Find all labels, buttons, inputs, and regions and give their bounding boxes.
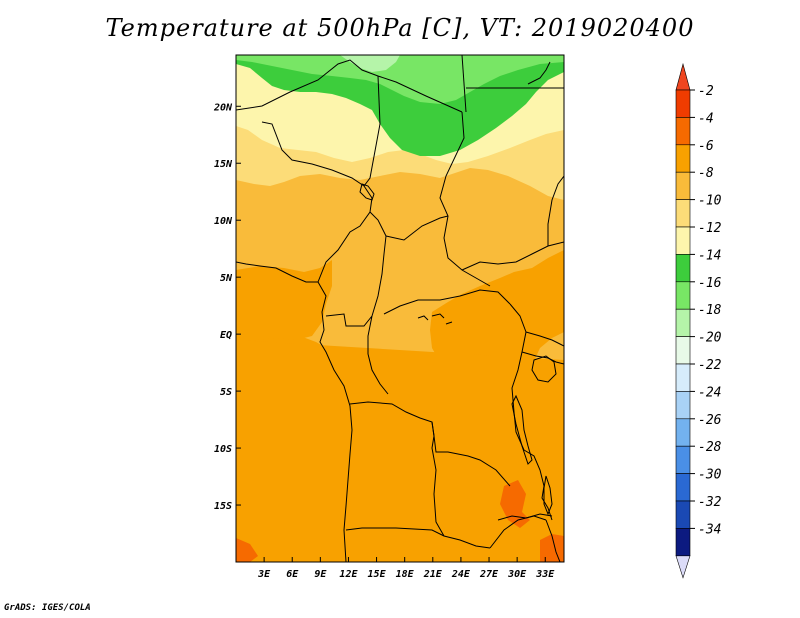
colorbar-swatch — [675, 445, 691, 474]
congo-river-islands — [417, 313, 453, 325]
border-uganda-kenya — [525, 331, 564, 347]
country-borders — [236, 55, 564, 562]
colorbar-label: -4 — [698, 111, 714, 126]
y-tick-label: 15N — [214, 159, 233, 170]
y-tick-label: 10N — [214, 216, 233, 227]
border-cameroon-car — [369, 211, 387, 317]
x-tick-label: 33E — [535, 569, 555, 580]
border-mozambique — [545, 519, 561, 562]
field-band-minus4-minus6-west — [236, 260, 332, 342]
x-tick-label: 30E — [507, 569, 527, 580]
x-tick-label: 15E — [368, 569, 387, 580]
border-congo-gabon — [325, 313, 389, 395]
x-tick-label: 12E — [339, 569, 358, 580]
colorbar-swatch — [675, 226, 691, 255]
colorbar-swatch — [675, 144, 691, 173]
colorbar-swatch — [675, 363, 691, 392]
colorbar-label: -26 — [698, 413, 722, 428]
field-band-minus14-minus16 — [236, 55, 564, 104]
colorbar-swatch — [675, 528, 691, 557]
colorbar-swatch — [675, 418, 691, 447]
colorbar-swatch — [675, 89, 691, 118]
colorbar-label: -16 — [698, 276, 722, 291]
x-tick-label: 21E — [423, 569, 443, 580]
colorbar-label: -30 — [698, 468, 722, 483]
x-tick-label: 18E — [396, 569, 415, 580]
colorbar-swatch — [675, 500, 691, 529]
border-nile-egypt — [527, 61, 551, 85]
colorbar-swatch — [675, 391, 691, 420]
border-east-africa — [509, 303, 527, 451]
x-tick-label: 3E — [257, 569, 271, 580]
field-warm-spot-2 — [540, 534, 564, 562]
colorbar-top-arrow — [675, 62, 691, 91]
colorbar-swatch — [675, 336, 691, 365]
colorbar-label: -24 — [698, 385, 721, 400]
x-tick-label: 6E — [286, 569, 299, 580]
border-chad-car — [385, 215, 449, 241]
colorbar-bottom-arrow — [675, 555, 691, 579]
colorbar-swatch — [675, 254, 691, 283]
colorbar-swatch — [675, 199, 691, 228]
border-namibia — [345, 527, 491, 549]
colorbar-swatch — [675, 308, 691, 337]
x-axis: 3E 6E 9E 12E 15E 18E 21E 24E 27E 30E 33E — [257, 557, 555, 580]
colorbar-legend: -2 -4 -6 -8 -10 -12 -14 -16 -18 -20 -22 -24 -26 -28 -3… — [675, 62, 722, 579]
border-niger-algeria — [236, 59, 463, 113]
colorbar-label: -10 — [698, 194, 722, 209]
colorbar-swatch — [675, 281, 691, 310]
x-tick-label: 27E — [479, 569, 499, 580]
border-west-coast — [236, 261, 353, 562]
border-ethiopia — [547, 175, 564, 246]
colorbar-swatch — [675, 473, 691, 502]
colorbar-label: -12 — [698, 221, 722, 236]
border-car-drc — [383, 289, 511, 315]
grads-credit: GrADS: IGES/COLA — [4, 603, 91, 613]
colorbar-label: -6 — [698, 139, 714, 154]
colorbar-label: -2 — [698, 84, 714, 99]
colorbar-label: -22 — [698, 358, 722, 373]
colorbar-swatch — [675, 117, 691, 146]
colorbar-label: -32 — [698, 495, 722, 510]
colorbar-label: -8 — [698, 166, 714, 181]
y-tick-label: EQ — [220, 330, 232, 341]
border-libya-egypt — [461, 55, 467, 113]
lake-chad — [359, 183, 375, 201]
border-zimbabwe — [489, 515, 547, 549]
border-libya-chad — [377, 75, 381, 125]
colorbar-label: -34 — [698, 522, 721, 537]
colorbar-label: -18 — [698, 303, 722, 318]
y-tick-label: 15S — [214, 501, 232, 512]
map-title: Temperature at 500hPa [C], VT: 201902040… — [105, 14, 695, 42]
lake-malawi — [543, 475, 553, 516]
lake-victoria — [531, 355, 557, 383]
border-niger-nigeria — [261, 121, 381, 187]
y-tick-label: 5S — [220, 387, 232, 398]
lake-tanganyika — [511, 394, 533, 465]
colorbar-label: -28 — [698, 440, 722, 455]
x-tick-label: 24E — [451, 569, 471, 580]
field-band-minus4-minus6-south — [236, 340, 564, 562]
border-chad-sudan — [439, 111, 491, 287]
colorbar-swatch — [675, 171, 691, 200]
field-warm-spot-1 — [500, 480, 530, 528]
temperature-field — [236, 55, 564, 562]
y-tick-label: 10S — [214, 444, 232, 455]
y-tick-label: 20N — [213, 102, 233, 113]
x-tick-label: 9E — [314, 569, 327, 580]
colorbar-label: -20 — [698, 331, 722, 346]
zambezi-feature — [497, 513, 553, 521]
border-angola-zambia — [431, 421, 445, 537]
field-band-minus16-minus18 — [340, 55, 400, 72]
map-frame — [235, 54, 565, 563]
y-tick-label: 5N — [220, 273, 233, 284]
y-axis: 20N 15N 10N 5N EQ 5S 10S 15S — [213, 102, 241, 512]
field-warm-spot-3 — [236, 538, 258, 562]
colorbar-label: -14 — [698, 248, 721, 263]
